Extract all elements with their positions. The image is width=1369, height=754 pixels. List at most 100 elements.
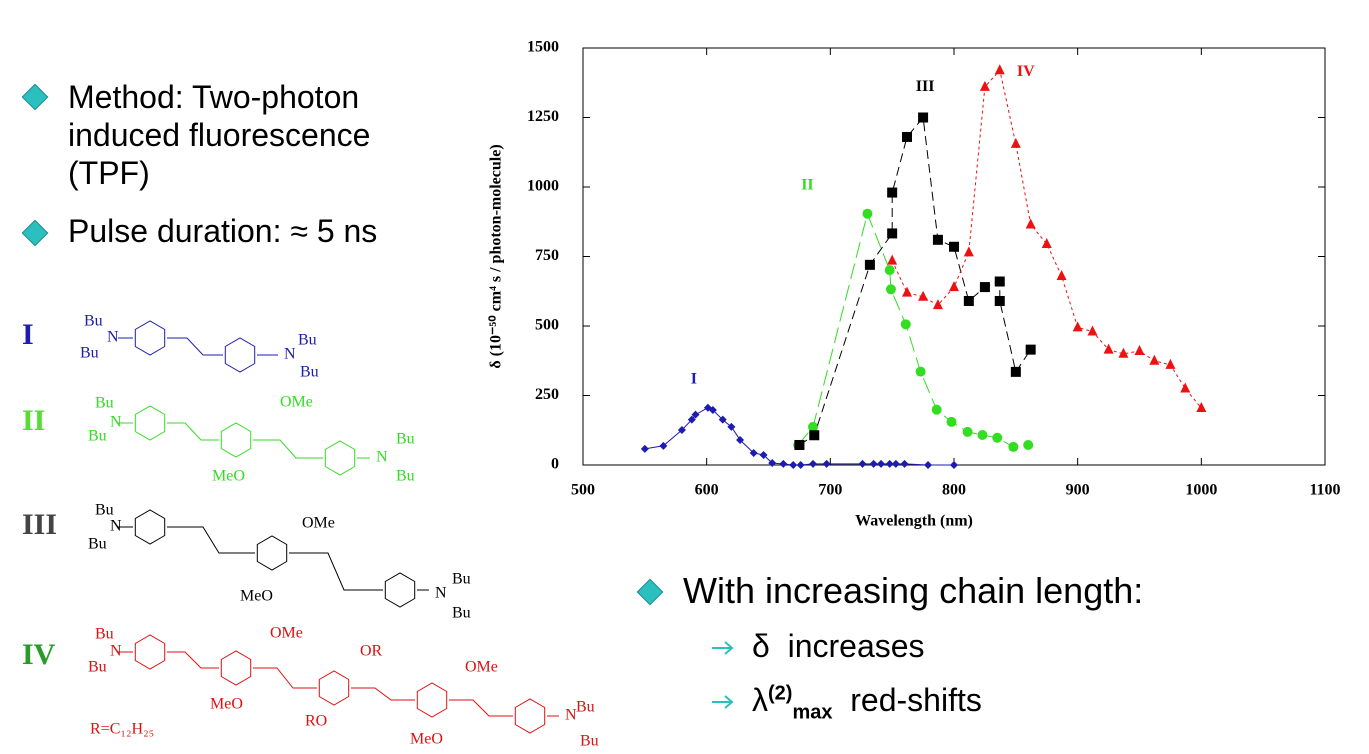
structure-text: OMe (280, 394, 313, 411)
bond (253, 667, 317, 689)
point (1180, 382, 1191, 393)
point (885, 459, 894, 468)
structure-text: Bu (95, 395, 114, 412)
ring (514, 698, 546, 734)
point (979, 80, 990, 91)
structure-text: Bu (300, 364, 319, 381)
x-tick-label: 1100 (1309, 482, 1340, 499)
structure-text: OMe (270, 625, 303, 642)
structure-text: Bu (396, 468, 415, 485)
bond (351, 687, 415, 701)
point (887, 254, 898, 265)
point (918, 290, 929, 301)
point (1010, 137, 1021, 148)
x-axis-label: Wavelength (nm) (855, 513, 973, 530)
point (822, 459, 831, 468)
point (659, 441, 668, 450)
point (869, 459, 878, 468)
series-label: IV (1017, 63, 1035, 80)
series-label: I (691, 370, 697, 387)
molecule-label: II (22, 404, 45, 437)
point (736, 435, 745, 444)
point (963, 295, 974, 306)
structure-text: OR (360, 643, 383, 660)
structure-text: OMe (302, 515, 335, 532)
bullet-diamond (21, 83, 49, 111)
bond (289, 552, 383, 591)
x-tick-label: 900 (1066, 482, 1090, 499)
point (949, 281, 959, 292)
point (932, 299, 943, 310)
ring (256, 535, 288, 571)
y-tick-label: 750 (535, 247, 559, 264)
y-tick-label: 500 (535, 317, 559, 334)
point (1056, 269, 1067, 280)
ring (416, 682, 448, 718)
structure-text: OMe (465, 659, 498, 676)
structure-text: N (107, 329, 119, 346)
ring (134, 405, 166, 441)
structure-text: N (110, 518, 122, 535)
structure-text: Bu (88, 428, 107, 445)
plot-frame (582, 47, 1326, 466)
structure-text: Bu (95, 502, 114, 519)
x-tick-label: 700 (818, 482, 842, 499)
point (718, 415, 727, 424)
point (992, 432, 1003, 443)
series-label: III (916, 78, 935, 95)
point (864, 259, 875, 270)
structure-text: Bu (298, 332, 317, 349)
point (887, 228, 898, 239)
point (691, 410, 700, 419)
point (950, 461, 958, 469)
structure-text: Bu (88, 536, 107, 553)
point (809, 459, 818, 468)
point (963, 246, 974, 257)
structure-text: Bu (452, 605, 471, 622)
summary-item: λ(2)max red-shifts (752, 682, 982, 724)
symbol: δ (752, 628, 770, 664)
point (1008, 441, 1019, 452)
point (708, 405, 717, 414)
x-tick-label: 1000 (1185, 482, 1217, 499)
point (1025, 344, 1036, 355)
point (891, 459, 900, 468)
bond (167, 526, 255, 554)
structure-text: Bu (95, 626, 114, 643)
point (977, 429, 988, 440)
bond (167, 422, 219, 441)
superscript: (2) (768, 682, 793, 705)
point (808, 421, 819, 432)
item-text: red-shifts (850, 682, 982, 718)
point (858, 459, 867, 468)
ring (324, 440, 356, 476)
subscript: max (792, 701, 833, 724)
point (994, 276, 1005, 287)
point (918, 112, 929, 123)
point (931, 404, 942, 415)
structure-text: N (110, 414, 122, 431)
point (1196, 402, 1207, 413)
item-text: increases (787, 628, 925, 664)
bond (167, 337, 223, 356)
point (640, 444, 649, 453)
y-axis-label: δ (10⁻⁵⁰ cm⁴ s / photon-molecule) (488, 144, 505, 368)
point (949, 241, 959, 252)
point (902, 131, 913, 142)
bond (167, 651, 219, 669)
bullet-text: Pulse duration: ≈ 5 ns (68, 213, 378, 249)
point (885, 284, 896, 295)
y-tick-label: 1500 (527, 39, 559, 56)
ring (134, 320, 166, 356)
structure-text: MeO (240, 588, 273, 605)
structure-text: N (376, 449, 388, 466)
y-tick-label: 250 (535, 386, 559, 403)
point (749, 449, 758, 458)
ring (384, 572, 416, 608)
symbol: λ (752, 682, 768, 718)
point (979, 282, 990, 293)
bullet-diamond (21, 219, 49, 247)
y-tick-label: 0 (551, 456, 559, 473)
point (915, 366, 926, 377)
